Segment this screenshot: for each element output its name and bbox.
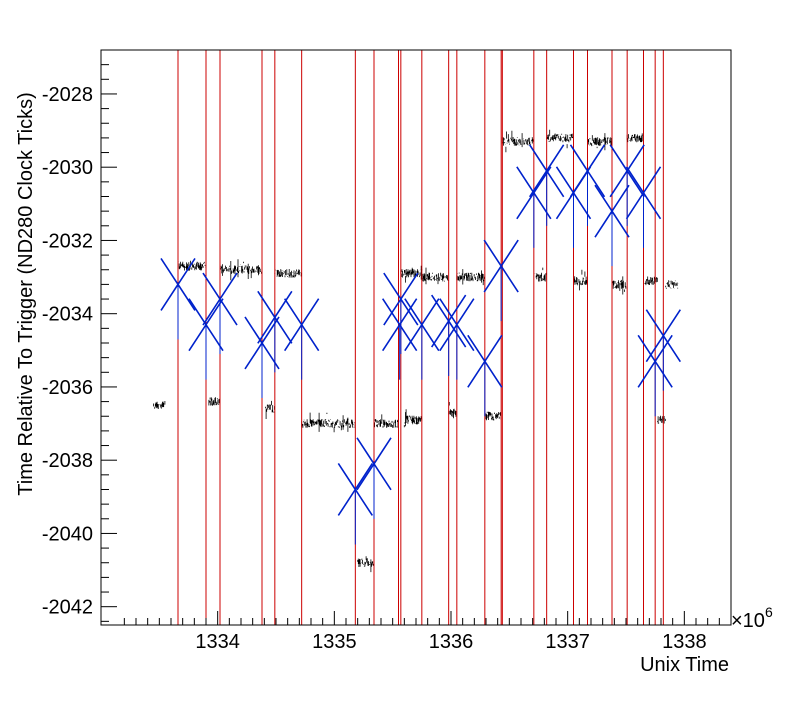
data-segment: [665, 280, 679, 289]
y-tick-label: -2034: [42, 304, 93, 326]
data-segment: [448, 402, 457, 419]
y-tick-label: -2038: [42, 450, 93, 472]
data-segment: [403, 409, 423, 428]
transition-marker: [337, 463, 374, 516]
data-segment: [153, 401, 166, 409]
x-axis: 1334 1335 1336 1337 1338: [123, 611, 732, 653]
y-tick-label: -2040: [42, 523, 93, 545]
data-segment: [611, 276, 628, 295]
transition-marker: [594, 184, 630, 238]
data-segment: [657, 415, 666, 424]
x-multiplier: ×106: [731, 604, 773, 632]
data-segment: [265, 400, 275, 419]
x-tick-label: 1334: [195, 631, 240, 653]
x-tick-label: 1336: [429, 631, 474, 653]
data-segment: [534, 267, 547, 282]
data-segment: [400, 265, 423, 283]
data-segment: [587, 133, 612, 151]
y-tick-label: -2036: [42, 377, 93, 399]
x-multiplier-exponent: 6: [765, 604, 773, 620]
data-segment: [501, 130, 534, 153]
data-segment: [373, 414, 399, 428]
x-multiplier-base: ×10: [731, 610, 765, 632]
data-segment: [208, 397, 221, 406]
data-segment: [546, 129, 574, 149]
x-tick-label: 1335: [312, 631, 357, 653]
transition-marker: [430, 294, 467, 348]
data-segment: [274, 269, 302, 278]
y-tick-label: -2028: [42, 84, 93, 106]
data-segment: [456, 269, 485, 286]
transition-marker: [516, 166, 552, 220]
data-segment: [357, 556, 375, 573]
x-axis-label: Unix Time: [640, 654, 729, 676]
data-segment: [301, 412, 356, 433]
y-tick-label: -2032: [42, 230, 93, 252]
data-segment: [626, 133, 644, 143]
y-axis-label: Time Relative To Trigger (ND280 Clock Ti…: [15, 92, 37, 495]
y-tick-label: -2042: [42, 597, 93, 619]
transition-marker: [625, 166, 662, 220]
x-tick-label: 1338: [662, 631, 707, 653]
data-segment: [219, 259, 263, 281]
x-tick-label: 1337: [545, 631, 590, 653]
run-boundaries: [177, 50, 664, 625]
data-segment: [421, 267, 449, 285]
transition-markers: [160, 144, 682, 545]
y-tick-label: -2030: [42, 157, 93, 179]
data-segment: [485, 411, 502, 421]
data-segment: [573, 269, 588, 291]
y-axis: -2028 -2030 -2032 -2034 -2036 -2038 -2040 -2042: [42, 49, 117, 622]
